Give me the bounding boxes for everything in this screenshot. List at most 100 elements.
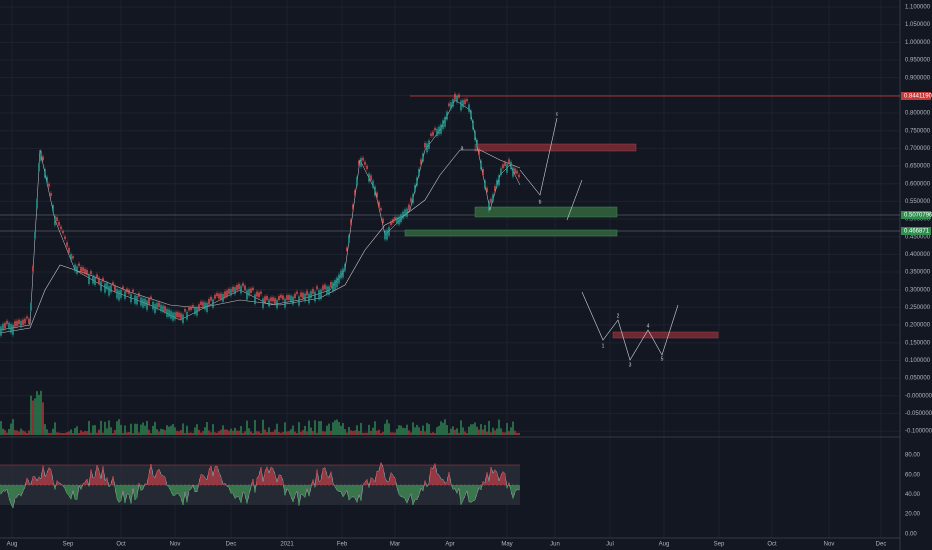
oscillator-bar [128,485,130,495]
oscillator-bar [332,482,334,485]
oscillator-bar [406,485,408,504]
candle [468,104,470,112]
volume-bar [102,432,104,435]
candle [502,164,504,169]
oscillator-bar [492,473,494,485]
oscillator-bar [508,482,510,485]
volume-bar [304,425,306,435]
volume-bar [172,424,174,435]
candle [228,288,230,295]
oscillator-bar [34,476,36,485]
oscillator-bar [182,485,184,505]
volume-bar [48,432,50,435]
candle [108,286,110,296]
volume-bar [312,431,314,435]
time-label: Aug [7,542,18,548]
oscillator-bar [38,476,40,485]
volume-bar [424,431,426,435]
candle [316,286,318,290]
volume-bar [364,432,366,435]
candle [152,301,154,310]
oscillator-bar [482,481,484,485]
volume-bar [318,421,320,435]
oscillator-bar [22,485,24,492]
oscillator-bar [152,475,154,485]
oscillator-bar [118,485,120,503]
price-label: 0.200000 [905,323,931,329]
volume-bar [488,420,490,435]
volume-bar [208,430,210,435]
oscillator-bar [224,483,226,485]
volume-bar [226,429,228,435]
price-label: 0.700000 [905,146,931,152]
volume-bar [202,431,204,435]
oscillator-bar [338,485,340,492]
oscillator-bar [150,464,152,485]
volume-bar [82,431,84,435]
candle [198,304,200,311]
volume-bar [328,423,330,435]
oscillator-bar [480,485,482,490]
oscillator-bar [388,481,390,485]
volume-bar [22,430,24,435]
oscillator-bar [18,485,20,494]
volume-bar [168,426,170,435]
candle [412,194,414,204]
volume-bar [130,423,132,435]
volume-bar [248,428,250,435]
volume-bar [2,428,4,435]
oscillator-bar [296,485,298,491]
candle [496,179,498,187]
candle [312,288,314,294]
price-label: 0.050000 [905,376,931,382]
candle [320,289,322,299]
oscillator-bar [162,475,164,485]
oscillator-bar [320,480,322,485]
demand-zone [404,229,618,237]
candle [106,282,108,290]
oscillator-bar [92,478,94,485]
volume-bar [104,421,106,435]
oscillator-bar [232,485,234,493]
oscillator-bar [144,483,146,485]
candle [346,247,348,251]
volume-bar [468,426,470,435]
volume-bar [458,432,460,435]
oscillator-bar [222,484,224,485]
oscillator-bar [114,485,116,488]
volume-bar [270,432,272,435]
oscillator-bar [366,479,368,485]
volume-bar [162,429,164,435]
volume-bar [452,426,454,435]
volume-bar [158,431,160,435]
oscillator-bar [444,483,446,485]
volume-bar [106,428,108,435]
oscillator-bar [70,485,72,500]
volume-bar [196,424,198,435]
candle [82,267,84,272]
oscillator-bar [164,477,166,485]
volume-bar [286,431,288,435]
oscillator-bar [370,477,372,485]
candle [10,324,12,333]
volume-bar [58,432,60,435]
oscillator-bar [88,485,90,487]
candle [418,168,420,177]
volume-bar [100,420,102,435]
candle [140,297,142,306]
volume-bar [508,431,510,435]
volume-bar [94,425,96,435]
candle [364,161,366,165]
volume-bar [500,428,502,435]
oscillator-label: 80.00 [905,453,921,459]
candle [232,286,234,293]
candle [60,226,62,230]
oscillator-bar [404,485,406,499]
oscillator-bar [322,468,324,485]
candle [38,163,40,172]
oscillator-bar [470,485,472,503]
volume-bar [330,430,332,435]
volume-bar [336,419,338,435]
oscillator-bar [422,485,424,491]
oscillator-bar [292,485,294,502]
